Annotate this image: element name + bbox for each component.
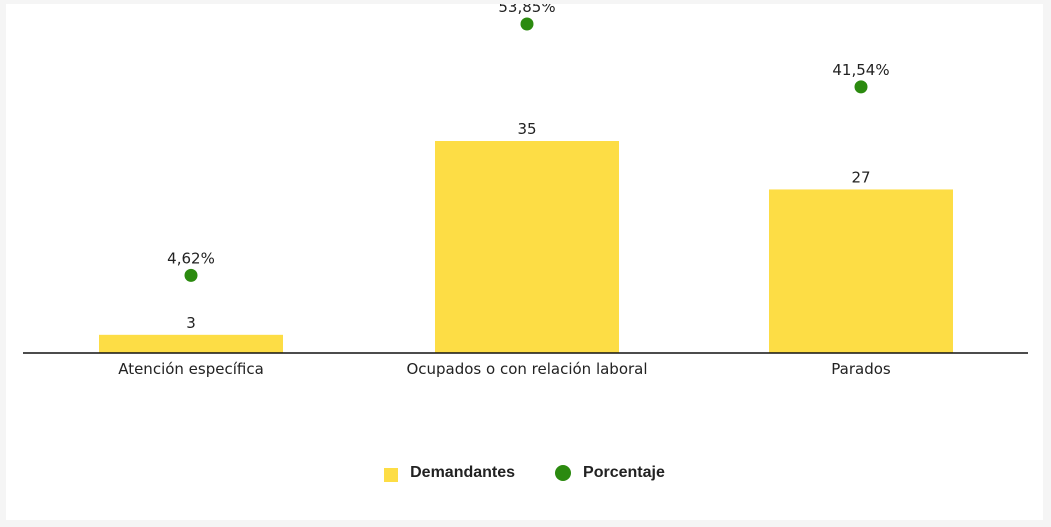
legend-label-porcentaje: Porcentaje: [583, 464, 665, 481]
percentage-dot-0: [184, 268, 198, 282]
bar-value-label-1: 35: [517, 120, 536, 138]
category-label-2: Parados: [831, 360, 891, 378]
bar-value-label-2: 27: [851, 168, 870, 186]
bar-0: [99, 334, 283, 353]
percentage-label-0: 4,62%: [167, 249, 215, 267]
legend-bar-swatch: [384, 468, 399, 482]
chart-frame: 3 4,62% Atención específica 35 53,85% Ocupado…: [6, 0, 1043, 520]
legend-dot-swatch: [555, 465, 572, 481]
percentage-dot-1: [520, 17, 534, 31]
legend: Demandantes Porcentaje: [6, 464, 1043, 482]
bar-1: [435, 141, 619, 353]
legend-item-porcentaje[interactable]: Porcentaje: [555, 464, 665, 482]
percentage-dot-2: [854, 80, 868, 94]
legend-item-demandantes[interactable]: Demandantes: [384, 464, 515, 482]
bar-value-label-0: 3: [186, 314, 196, 332]
category-label-0: Atención específica: [118, 360, 264, 378]
percentage-label-1: 53,85%: [498, 4, 555, 16]
percentage-label-2: 41,54%: [832, 61, 889, 79]
chart-plot: 3 4,62% Atención específica 35 53,85% Ocupado…: [23, 0, 1028, 378]
category-label-1: Ocupados o con relación laboral: [406, 360, 647, 378]
bar-2: [769, 189, 953, 353]
legend-label-demandantes: Demandantes: [410, 464, 516, 481]
